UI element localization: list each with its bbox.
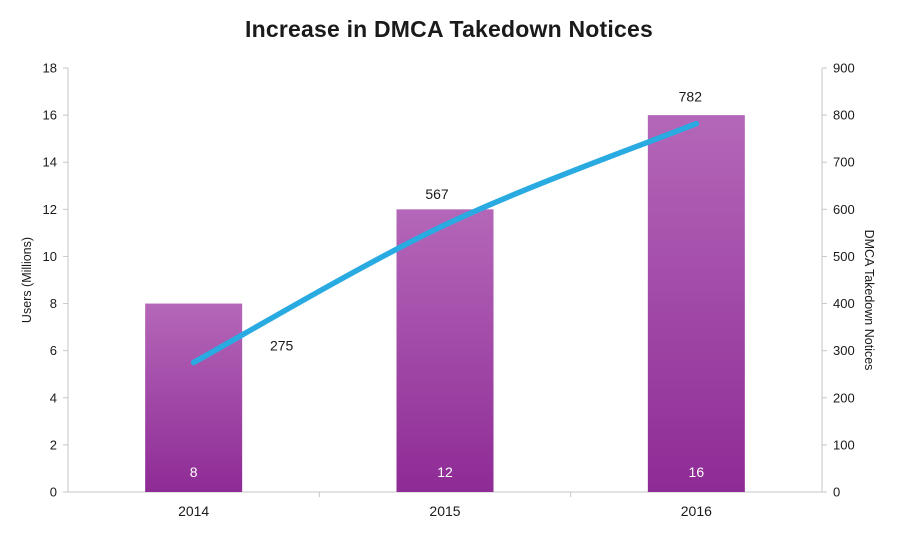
right-axis-tick-label: 800 xyxy=(833,108,855,123)
line-point-label: 567 xyxy=(425,186,449,202)
left-axis-tick-label: 16 xyxy=(43,108,57,123)
left-axis-tick-label: 0 xyxy=(50,485,57,500)
right-axis-tick-label: 900 xyxy=(833,61,855,76)
right-axis-tick-label: 200 xyxy=(833,390,855,405)
right-axis-tick-label: 400 xyxy=(833,296,855,311)
trend-line xyxy=(190,120,700,366)
line-point-label: 275 xyxy=(270,337,294,353)
left-axis-tick-label: 8 xyxy=(50,296,57,311)
right-axis-tick-label: 700 xyxy=(833,155,855,170)
bar xyxy=(647,115,745,492)
left-axis-tick-label: 12 xyxy=(43,202,57,217)
right-axis-tick-label: 600 xyxy=(833,202,855,217)
left-axis-tick-label: 14 xyxy=(43,155,57,170)
x-axis-category-label: 2014 xyxy=(178,503,209,519)
x-axis-category-label: 2016 xyxy=(681,503,712,519)
right-axis-tick-label: 0 xyxy=(833,485,840,500)
bar xyxy=(396,209,494,493)
bar-value-label: 8 xyxy=(190,464,198,480)
bar-value-label: 12 xyxy=(437,464,453,480)
bar-value-label: 16 xyxy=(689,464,705,480)
bar xyxy=(145,303,243,492)
right-axis-tick-label: 100 xyxy=(833,437,855,452)
right-axis-tick-label: 500 xyxy=(833,249,855,264)
line-point-label: 782 xyxy=(679,89,703,105)
left-axis-tick-label: 6 xyxy=(50,343,57,358)
left-axis-tick-label: 10 xyxy=(43,249,57,264)
left-axis-tick-label: 2 xyxy=(50,437,57,452)
right-axis-tick-label: 300 xyxy=(833,343,855,358)
left-axis-tick-label: 4 xyxy=(50,390,57,405)
chart-title: Increase in DMCA Takedown Notices xyxy=(245,16,653,42)
x-axis-category-label: 2015 xyxy=(429,503,460,519)
left-axis-tick-label: 18 xyxy=(43,61,57,76)
